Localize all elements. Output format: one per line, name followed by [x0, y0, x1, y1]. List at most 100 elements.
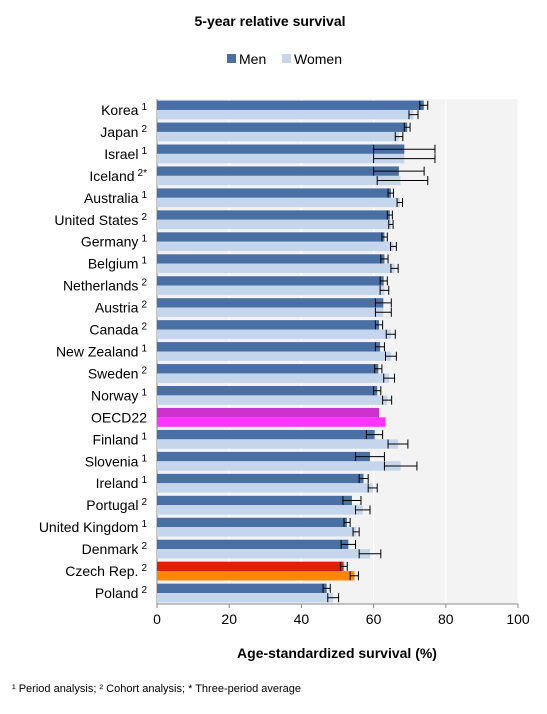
- category-label: Czech Rep. 2: [65, 563, 147, 579]
- bar-men: [157, 364, 379, 374]
- bar-women: [157, 197, 400, 208]
- country-footnote-mark: 2: [141, 322, 147, 333]
- country-name: Czech Rep.: [65, 563, 138, 579]
- bar-men: [157, 100, 424, 110]
- category-label: Slovenia 1: [85, 453, 148, 469]
- bar-women: [157, 153, 405, 164]
- error-bar-women: [396, 198, 403, 208]
- error-bar-men: [322, 583, 331, 593]
- country-name: New Zealand: [56, 344, 139, 360]
- error-bar-women: [408, 110, 419, 120]
- error-bar-women: [385, 329, 396, 339]
- bar-women: [157, 593, 334, 603]
- survival-chart: 5-year relative survival Men Women 0 20 40 6…: [39, 13, 530, 661]
- country-footnote-mark: 2: [141, 497, 147, 508]
- error-bar-women: [383, 373, 396, 383]
- country-footnote-mark: 2: [141, 585, 147, 596]
- country-footnote-mark: 2: [141, 124, 147, 135]
- error-bar-women: [355, 505, 371, 515]
- country-name: OECD22: [91, 409, 147, 425]
- category-label: Iceland 2*: [89, 168, 147, 184]
- error-bar-women: [374, 307, 392, 317]
- error-bar-women: [387, 439, 409, 449]
- country-name: United Kingdom: [39, 519, 139, 535]
- country-name: Canada: [89, 322, 138, 338]
- bar-women: [157, 263, 395, 274]
- country-footnote-mark: 1: [141, 431, 147, 442]
- bar-women: [157, 439, 399, 449]
- bar-women: [157, 329, 391, 339]
- bar-women: [157, 219, 391, 230]
- bar-women: [157, 109, 414, 120]
- country-name: United States: [54, 212, 138, 228]
- country-footnote-mark: 1: [141, 146, 147, 157]
- country-name: Norway: [91, 387, 138, 403]
- category-label: Germany 1: [81, 234, 148, 250]
- country-name: Belgium: [88, 256, 139, 272]
- error-bar-men: [374, 364, 383, 374]
- category-label: New Zealand 1: [56, 344, 148, 360]
- category-label: Korea 1: [101, 102, 147, 118]
- category-label: OECD22: [91, 409, 147, 425]
- bar-men: [157, 473, 364, 484]
- category-label: Japan 2: [100, 124, 147, 140]
- bar-women: [157, 351, 391, 361]
- legend: Men Women: [227, 51, 342, 67]
- error-bar-men: [365, 430, 384, 440]
- error-bar-women: [376, 176, 429, 186]
- country-name: Finland: [93, 431, 139, 447]
- legend-swatch-women: [282, 54, 291, 63]
- category-label: Poland 2: [95, 585, 148, 601]
- bar-men: [157, 451, 370, 462]
- bar-men: [157, 407, 380, 418]
- bar-women: [157, 373, 390, 383]
- error-bar-men: [342, 495, 362, 505]
- bar-women: [157, 527, 357, 537]
- error-bar-men: [355, 452, 385, 462]
- chart-title: 5-year relative survival: [195, 13, 346, 29]
- country-name: Australia: [84, 190, 139, 206]
- bar-men: [157, 320, 380, 330]
- error-bar-women: [385, 351, 397, 361]
- country-footnote-mark: 2: [141, 541, 147, 552]
- category-label: Belgium 1: [88, 256, 148, 272]
- x-tick-label: 80: [438, 611, 454, 627]
- category-label: United States 2: [54, 212, 147, 228]
- error-bar-women: [382, 395, 393, 405]
- country-name: Korea: [101, 102, 139, 118]
- country-footnote-mark: 1: [141, 519, 147, 530]
- error-bar-men: [403, 122, 411, 132]
- error-bar-men: [358, 474, 369, 484]
- category-label: Finland 1: [93, 431, 148, 447]
- bar-men: [157, 122, 408, 132]
- bar-men: [157, 188, 391, 198]
- bar-women: [157, 571, 355, 581]
- error-bar-women: [390, 263, 399, 273]
- error-bar-women: [349, 571, 359, 581]
- country-footnote-mark: 1: [141, 234, 147, 245]
- country-name: Austria: [95, 300, 139, 316]
- country-footnote-mark: 2: [141, 365, 147, 376]
- x-tick-label: 40: [294, 611, 310, 627]
- country-footnote-mark: 2: [141, 212, 147, 223]
- error-bar-women: [394, 132, 404, 142]
- legend-label-women: Women: [294, 51, 342, 67]
- error-bar-women: [327, 593, 340, 603]
- category-label: Norway 1: [91, 387, 147, 403]
- country-footnote-mark: 1: [141, 453, 147, 464]
- bar-men: [157, 276, 384, 286]
- bar-men: [157, 232, 385, 242]
- bar-men: [157, 495, 352, 506]
- error-bar-men: [374, 320, 384, 330]
- legend-swatch-men: [227, 54, 236, 63]
- error-bar-men: [374, 342, 385, 352]
- category-label: Netherlands 2: [63, 278, 148, 294]
- bar-men: [157, 539, 349, 550]
- error-bar-men: [340, 539, 357, 549]
- country-name: Slovenia: [85, 453, 139, 469]
- country-name: Ireland: [96, 475, 139, 491]
- country-footnote-mark: 2: [141, 278, 147, 289]
- x-axis-title: Age-standardized survival (%): [237, 645, 437, 661]
- bar-men: [157, 254, 385, 264]
